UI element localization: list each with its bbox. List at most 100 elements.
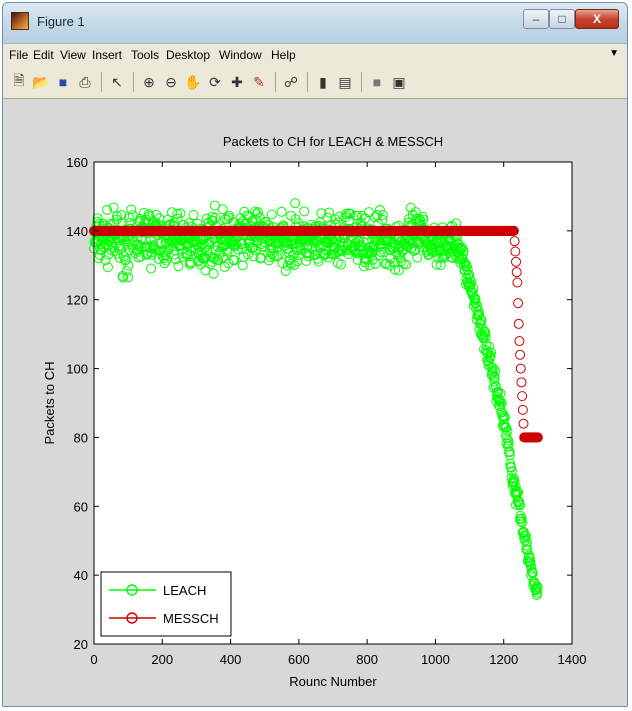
leach-point	[495, 396, 506, 407]
x-tick-label: 800	[356, 652, 378, 667]
matlab-icon	[11, 12, 29, 30]
leach-point	[102, 204, 113, 215]
close-button[interactable]: X	[575, 9, 619, 29]
y-axis-label: Packets to CH	[42, 361, 57, 444]
rotate-3d-icon[interactable]: ⟳	[209, 73, 221, 90]
menu-window[interactable]: Window	[219, 48, 262, 62]
messch-point	[515, 349, 526, 360]
y-tick-label: 160	[66, 155, 88, 170]
messch-point	[510, 246, 521, 257]
leach-point	[250, 245, 261, 256]
leach-point	[519, 533, 530, 544]
leach-point	[276, 206, 287, 217]
leach-point	[202, 245, 213, 256]
open-file-icon[interactable]: 📂	[32, 73, 50, 90]
leach-point	[473, 305, 484, 316]
chart-title: Packets to CH for LEACH & MESSCH	[223, 134, 443, 149]
leach-point	[251, 209, 262, 220]
brush-icon[interactable]: ✎	[253, 73, 265, 90]
y-tick-label: 140	[66, 224, 88, 239]
leach-point	[516, 513, 527, 524]
x-tick-label: 600	[288, 652, 310, 667]
leach-point	[161, 255, 172, 266]
messch-point	[532, 432, 543, 443]
menu-tools[interactable]: Tools	[131, 48, 160, 62]
leach-point	[173, 261, 184, 272]
leach-point	[522, 536, 533, 547]
leach-point	[515, 500, 526, 511]
leach-point	[175, 208, 186, 219]
leach-point	[159, 258, 170, 269]
print-icon[interactable]: ⎙	[79, 73, 91, 90]
zoom-in-icon[interactable]: ⊕	[143, 73, 155, 90]
show-plot-tools-icon[interactable]: ▣	[392, 73, 406, 90]
leach-point	[228, 254, 239, 265]
leach-point	[313, 256, 324, 267]
leach-point	[462, 264, 473, 275]
menu-help[interactable]: Help	[271, 48, 296, 62]
leach-point	[108, 202, 119, 213]
leach-point	[324, 207, 335, 218]
legend-marker-leach	[126, 584, 138, 596]
leach-point	[223, 258, 234, 269]
leach-point	[396, 256, 407, 267]
legend[interactable]: LEACH MESSCH	[100, 571, 232, 637]
pan-icon[interactable]: ✋	[184, 73, 202, 90]
hide-plot-tools-icon[interactable]: ■	[372, 74, 382, 90]
leach-point	[412, 252, 423, 263]
new-figure-icon[interactable]: 🗎	[13, 72, 25, 88]
leach-point	[219, 261, 230, 272]
leach-point	[230, 241, 241, 252]
maximize-button[interactable]: □	[549, 9, 575, 29]
messch-point	[509, 236, 520, 247]
leach-point	[111, 211, 122, 222]
toolbar-separator	[307, 72, 308, 92]
leach-point	[418, 214, 429, 225]
leach-point	[202, 239, 213, 250]
toolbar: 🗎 📂 ■ ⎙ ↖ ⊕ ⊖ ✋ ⟳ ✚ ✎ ☍ ▮ ▤ ■ ▣	[3, 66, 627, 99]
leach-point	[121, 254, 132, 265]
leach-point	[466, 276, 477, 287]
leach-point	[506, 462, 517, 473]
messch-point	[513, 318, 524, 329]
leach-point	[499, 412, 510, 423]
pointer-icon[interactable]: ↖	[111, 73, 123, 90]
leach-point	[456, 244, 467, 255]
colorbar-icon[interactable]: ▮	[319, 73, 327, 90]
leach-point	[248, 251, 259, 262]
toolbar-separator	[275, 72, 276, 92]
zoom-out-icon[interactable]: ⊖	[165, 73, 177, 90]
x-tick-label: 1000	[421, 652, 450, 667]
save-icon[interactable]: ■	[58, 74, 68, 90]
menu-insert[interactable]: Insert	[92, 48, 123, 62]
leach-point	[241, 243, 252, 254]
leach-point	[385, 245, 396, 256]
leach-point	[509, 476, 520, 487]
menu-file[interactable]: File	[9, 48, 29, 62]
leach-point	[485, 350, 496, 361]
legend-icon[interactable]: ▤	[338, 73, 352, 90]
leach-point	[468, 283, 479, 294]
leach-point	[480, 332, 491, 343]
menu-desktop[interactable]: Desktop	[166, 48, 211, 62]
minimize-button[interactable]: –	[523, 9, 549, 29]
leach-point	[188, 209, 199, 220]
chart: 0 200 400 600 800 1000 1200 1400 20 40 60 80 100 120 1…	[42, 134, 586, 689]
menu-edit[interactable]: Edit	[33, 48, 54, 62]
leach-point	[294, 250, 305, 261]
leach-point	[172, 213, 183, 224]
messch-point	[511, 256, 522, 267]
menu-overflow-icon[interactable]: ▼	[609, 48, 619, 59]
leach-point	[503, 435, 514, 446]
leach-point	[458, 245, 469, 256]
menu-view[interactable]: View	[60, 48, 86, 62]
data-cursor-icon[interactable]: ✚	[231, 73, 243, 90]
leach-point	[145, 263, 156, 274]
messch-point	[513, 298, 524, 309]
link-plot-icon[interactable]: ☍	[283, 73, 299, 90]
leach-point	[460, 258, 471, 269]
leach-point	[478, 333, 489, 344]
leach-point	[410, 207, 421, 218]
messch-point	[515, 363, 526, 374]
title-bar[interactable]: Figure 1 – □ X	[3, 3, 627, 44]
